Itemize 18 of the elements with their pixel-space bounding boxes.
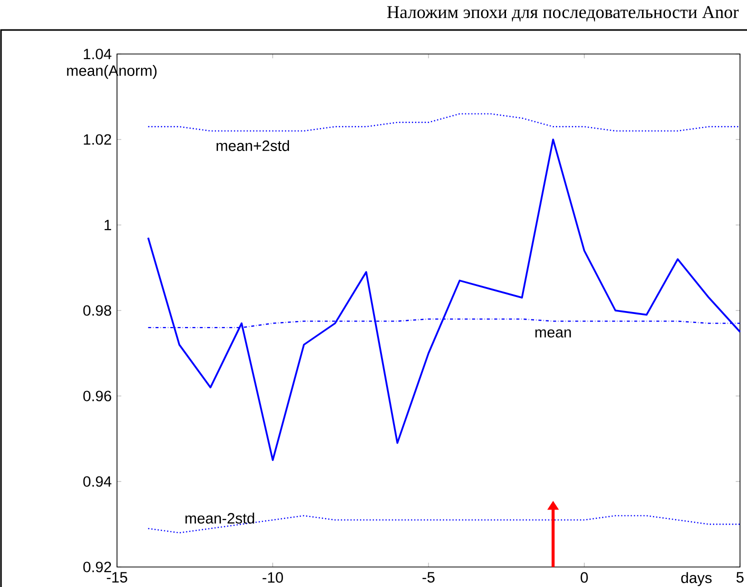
series-label: mean [535, 329, 571, 338]
x-tick-label: -5 [422, 572, 435, 583]
y-tick-label: 1.04 [84, 48, 112, 60]
line-series [147, 138, 741, 462]
y-tick-label: 0.96 [83, 390, 112, 402]
x-tick-label: -15 [106, 572, 128, 583]
y-tick-label: 0.94 [83, 476, 112, 487]
x-axis-title: days [681, 572, 712, 586]
y-tick-label: 0.92 [83, 562, 112, 572]
series-label: mean+2std [216, 140, 290, 152]
x-tick-label: -10 [262, 572, 283, 583]
chart-title: Наложим эпохи для последовательности Anor [387, 6, 739, 22]
y-tick-label: 0.98 [83, 305, 112, 316]
x-tick-label: 0 [580, 572, 588, 583]
y-tick-label: 1 [104, 220, 112, 230]
y-tick-label: 1.02 [84, 134, 112, 145]
series-label: mean-2std [185, 512, 254, 524]
x-tick-label: 5 [736, 572, 744, 583]
